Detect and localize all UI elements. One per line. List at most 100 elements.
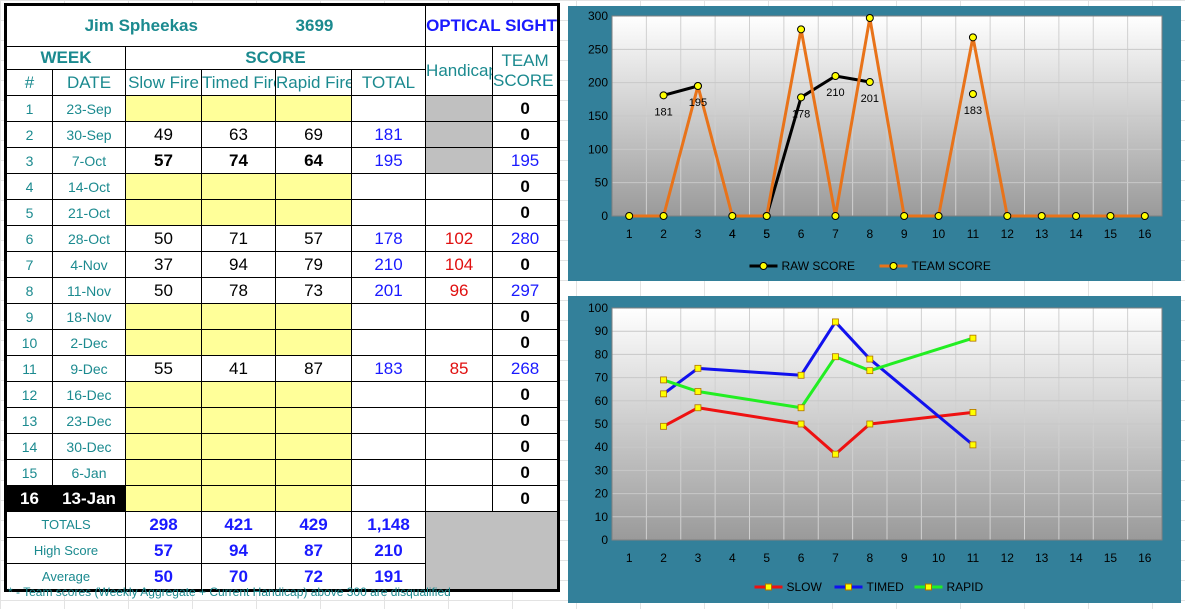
handicap-cell xyxy=(425,381,494,408)
rapid-fire-cell xyxy=(275,199,353,226)
total-cell: 210 xyxy=(351,251,427,278)
x-tick-label: 12 xyxy=(1001,551,1015,565)
total-cell xyxy=(351,407,427,434)
total-cell: 181 xyxy=(351,121,427,148)
data-point xyxy=(832,318,839,326)
total-cell: 178 xyxy=(351,225,427,252)
slow-fire-cell xyxy=(125,173,202,200)
y-tick-label: 30 xyxy=(595,463,609,477)
series-line-team-score xyxy=(629,16,1145,218)
footnote: * - Team scores (Weekly Aggregate + Curr… xyxy=(8,585,451,599)
data-point xyxy=(832,353,839,361)
week-number: 10 xyxy=(6,329,53,356)
data-point xyxy=(1106,212,1115,220)
total-cell: 195 xyxy=(351,147,427,174)
x-tick-label: 5 xyxy=(763,227,770,241)
legend: SLOW TIMED RAPID xyxy=(754,580,984,594)
week-date: 30-Dec xyxy=(52,433,126,460)
x-tick-label: 2 xyxy=(660,227,667,241)
data-point xyxy=(728,212,737,220)
team-score-cell: 0 xyxy=(492,433,559,460)
slow-fire-cell xyxy=(125,381,202,408)
slow-fire-cell xyxy=(125,95,202,122)
handicap-header: Handicap xyxy=(425,46,494,96)
week-number: 16 xyxy=(6,485,53,512)
x-tick-label: 5 xyxy=(763,227,770,241)
team-score-cell: 0 xyxy=(492,381,559,408)
data-point xyxy=(659,212,668,220)
total-cell xyxy=(351,381,427,408)
team-score-cell: 0 xyxy=(492,407,559,434)
table-row: 2 30-Sep 49 63 69 181 0 xyxy=(6,121,559,148)
rapid-fire-cell: 87 xyxy=(275,355,353,382)
avg-total: 191 xyxy=(351,563,427,590)
week-date: 28-Oct xyxy=(52,225,126,252)
week-date: 30-Sep xyxy=(52,121,126,148)
team-score-cell: 297 xyxy=(492,277,559,304)
data-point xyxy=(694,404,702,412)
timed-fire-cell xyxy=(200,433,277,460)
y-tick-label: 60 xyxy=(595,394,609,408)
week-date: 16-Dec xyxy=(52,381,126,408)
totals-slow: 298 xyxy=(125,511,202,538)
x-tick-label: 4 xyxy=(729,227,736,241)
y-tick-label: 300 xyxy=(588,9,608,23)
y-tick-label: 20 xyxy=(595,487,609,501)
data-point xyxy=(694,388,702,395)
week-date: 4-Nov xyxy=(52,251,126,278)
rapid-fire-cell: 57 xyxy=(275,225,353,252)
data-label: 201 xyxy=(861,93,879,105)
legend-marker xyxy=(845,583,852,591)
y-tick-label: 150 xyxy=(588,109,608,123)
data-label: 195 xyxy=(689,97,707,109)
team-header-line2: SCORE * xyxy=(493,71,557,90)
num-header: # xyxy=(6,69,53,96)
score-table: Jim Spheekas 3699 OPTICAL SIGHT WEEK SCO… xyxy=(3,3,561,592)
total-cell xyxy=(351,173,427,200)
handicap-cell: 85 xyxy=(425,355,494,382)
timed-fire-cell xyxy=(200,95,277,122)
table-row: 6 28-Oct 50 71 57 178 102 280 xyxy=(6,225,559,252)
week-date: 6-Jan xyxy=(52,459,126,486)
average-label: Average xyxy=(6,563,126,590)
slow-fire-cell: 55 xyxy=(125,355,202,382)
x-tick-label: 7 xyxy=(832,227,839,241)
table-row: 13 23-Dec 0 xyxy=(6,407,559,434)
timed-fire-cell: 63 xyxy=(200,121,277,148)
table-row: 11 9-Dec 55 41 87 183 85 268 xyxy=(6,355,559,382)
data-point xyxy=(900,212,909,220)
rapid-fire-cell: 79 xyxy=(275,251,353,278)
team-score-cell: 195 xyxy=(492,147,559,174)
category-label: OPTICAL SIGHT xyxy=(425,5,559,47)
data-point xyxy=(866,420,874,428)
score-header: SCORE xyxy=(124,46,427,70)
timed-fire-cell xyxy=(200,407,277,434)
x-tick-label: 14 xyxy=(1069,227,1083,241)
series-line-raw-score xyxy=(663,84,699,97)
timed-fire-cell xyxy=(200,199,277,226)
handicap-cell xyxy=(425,407,494,434)
data-label: 183 xyxy=(964,105,982,117)
slow-fire-cell xyxy=(125,329,202,356)
avg-timed: 70 xyxy=(200,563,277,590)
legend-marker xyxy=(925,583,932,591)
handicap-cell xyxy=(425,173,494,200)
data-point xyxy=(797,404,805,412)
week-header: WEEK xyxy=(6,46,126,70)
handicap-cell: 102 xyxy=(425,225,494,252)
table-row: 4 14-Oct 0 xyxy=(6,173,559,200)
week-date: 9-Dec xyxy=(52,355,126,382)
total-score-chart: 0 50 100 150 200 250 300 1 2 3 4 5 6 7 8 9 10 11 12 13 14 15 1… xyxy=(568,6,1181,281)
team-score-cell: 0 xyxy=(492,95,559,122)
week-number: 7 xyxy=(6,251,53,278)
rapid-fire-cell: 64 xyxy=(275,147,353,174)
shooter-name: Jim Spheekas xyxy=(5,5,276,47)
week-number: 14 xyxy=(6,433,53,460)
y-tick-label: 250 xyxy=(588,42,608,56)
x-tick-label: 7 xyxy=(832,551,839,565)
data-point xyxy=(969,334,977,342)
week-number: 12 xyxy=(6,381,53,408)
data-point xyxy=(969,409,977,416)
series-line-rapid xyxy=(663,336,974,410)
legend-label: TIMED xyxy=(867,580,905,594)
